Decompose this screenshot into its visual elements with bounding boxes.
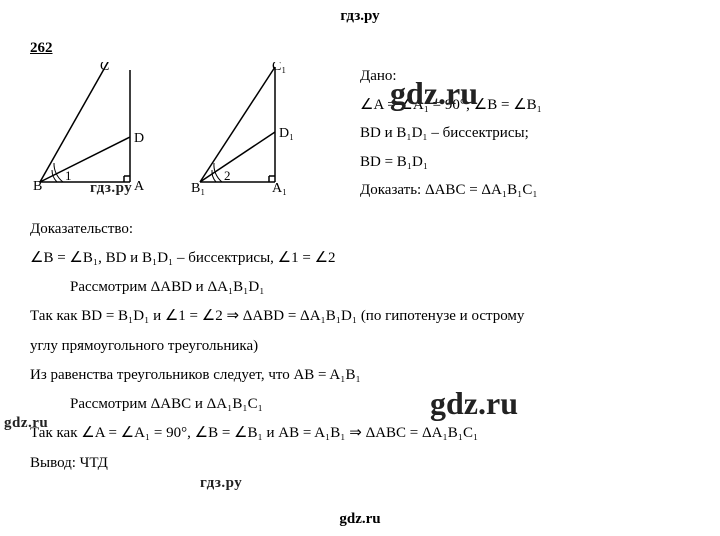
fig2-label-A: A₁ — [272, 181, 287, 196]
fig2-label-B: B₁ — [191, 181, 205, 196]
given-line-2: BD и B₁D₁ – биссектрисы; — [360, 119, 542, 148]
site-header: гдз.ру — [0, 0, 720, 25]
top-row: B A C D 1 B₁ A₁ C₁ — [30, 62, 690, 205]
fig2-label-C: C₁ — [272, 62, 286, 74]
given-block: Дано: ∠A = ∠A₁ = 90°; ∠B = ∠B₁ BD и B₁D₁… — [360, 62, 542, 205]
proof-line-8: Вывод: ЧТД — [30, 449, 690, 478]
fig1-label-C: C — [100, 62, 109, 74]
fig1-label-A: A — [134, 179, 145, 194]
fig2-label-D: D₁ — [279, 126, 294, 141]
figures-block: B A C D 1 B₁ A₁ C₁ — [30, 62, 300, 197]
proof-block: Доказательство: ∠B = ∠B₁, BD и B₁D₁ – би… — [30, 215, 690, 478]
fig1-label-B: B — [33, 179, 42, 194]
given-line-3: BD = B₁D₁ — [360, 148, 542, 177]
content-area: 262 B A C D 1 — [0, 40, 720, 478]
given-line-1: ∠A = ∠A₁ = 90°; ∠B = ∠B₁ — [360, 91, 542, 120]
site-name: гдз.ру — [340, 8, 379, 24]
proof-line-4: углу прямоугольного треугольника) — [30, 332, 690, 361]
fig2-angle-2: 2 — [224, 168, 231, 183]
problem-number: 262 — [30, 40, 690, 57]
proof-line-2: Рассмотрим ΔABD и ΔA₁B₁D₁ — [30, 273, 690, 302]
proof-line-7: Так как ∠A = ∠A₁ = 90°, ∠B = ∠B₁ и AB = … — [30, 419, 690, 448]
footer-watermark: gdz.ru — [0, 511, 720, 528]
given-line-0: Дано: — [360, 62, 542, 91]
proof-line-1: ∠B = ∠B₁, BD и B₁D₁ – биссектрисы, ∠1 = … — [30, 244, 690, 273]
proof-line-5: Из равенства треугольников следует, что … — [30, 361, 690, 390]
proof-line-6: Рассмотрим ΔABC и ΔA₁B₁C₁ — [30, 390, 690, 419]
given-line-4: Доказать: ΔABC = ΔA₁B₁C₁ — [360, 176, 542, 205]
figure-2: B₁ A₁ C₁ D₁ 2 — [190, 62, 300, 197]
figure-1: B A C D 1 — [30, 62, 160, 197]
fig1-label-D: D — [134, 131, 144, 146]
proof-line-3: Так как BD = B₁D₁ и ∠1 = ∠2 ⇒ ΔABD = ΔA₁… — [30, 302, 690, 331]
proof-line-0: Доказательство: — [30, 215, 690, 244]
fig1-angle-1: 1 — [65, 168, 72, 183]
